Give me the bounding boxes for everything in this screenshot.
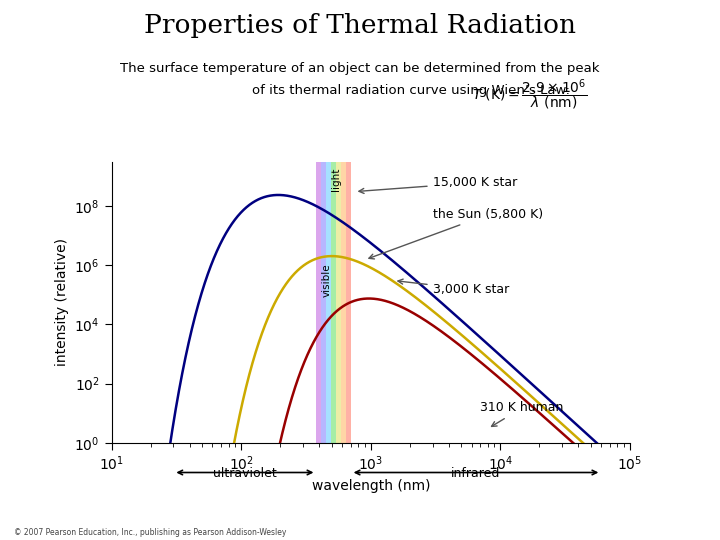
Text: the Sun (5,800 K): the Sun (5,800 K)	[369, 208, 543, 259]
Y-axis label: intensity (relative): intensity (relative)	[55, 238, 69, 367]
Text: 15,000 K star: 15,000 K star	[359, 176, 517, 193]
Text: Properties of Thermal Radiation: Properties of Thermal Radiation	[144, 14, 576, 38]
Text: of its thermal radiation curve using Wien’s Law:: of its thermal radiation curve using Wie…	[252, 84, 570, 97]
Bar	[346, 162, 351, 443]
Bar	[331, 162, 336, 443]
Text: 3,000 K star: 3,000 K star	[398, 279, 509, 296]
Text: infrared: infrared	[451, 467, 500, 480]
Text: 310 K human: 310 K human	[480, 401, 564, 427]
Text: ultraviolet: ultraviolet	[213, 467, 276, 480]
Bar	[326, 162, 331, 443]
Text: $T\ \mathrm{(K)} = \dfrac{2.9\times10^6}{\lambda\ \mathrm{(nm)}}$: $T\ \mathrm{(K)} = \dfrac{2.9\times10^6}…	[472, 77, 587, 112]
Text: © 2007 Pearson Education, Inc., publishing as Pearson Addison-Wesley: © 2007 Pearson Education, Inc., publishi…	[14, 528, 287, 537]
X-axis label: wavelength (nm): wavelength (nm)	[312, 479, 430, 493]
Bar	[316, 162, 321, 443]
Text: visible: visible	[321, 264, 331, 298]
Bar	[341, 162, 346, 443]
Text: light: light	[331, 167, 341, 191]
Bar	[336, 162, 341, 443]
Text: The surface temperature of an object can be determined from the peak: The surface temperature of an object can…	[120, 62, 600, 75]
Bar	[321, 162, 326, 443]
